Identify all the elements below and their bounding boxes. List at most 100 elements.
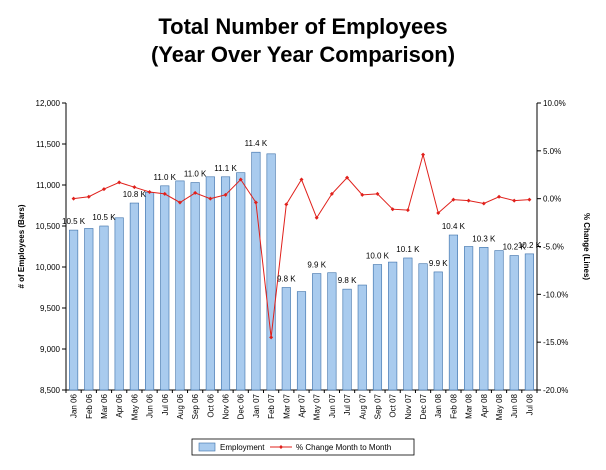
pct-change-point [329, 191, 334, 196]
x-axis-tick-label: May 06 [130, 393, 139, 420]
left-axis-tick-label: 10,000 [36, 263, 61, 272]
bar [388, 261, 398, 391]
left-axis-tick-label: 9,000 [40, 345, 61, 354]
pct-change-point [481, 201, 486, 206]
bar [205, 176, 215, 391]
bar [281, 287, 291, 391]
pct-change-point [421, 152, 426, 157]
x-axis-tick-label: Apr 08 [480, 393, 489, 417]
bar-data-label: 10.2 K [503, 243, 527, 252]
legend-swatch-pct-change-marker [279, 445, 283, 449]
left-axis-title: # of Employees (Bars) [17, 204, 26, 288]
x-axis-tick-label: Jan 08 [434, 393, 443, 418]
bar [84, 228, 94, 391]
bar [145, 192, 155, 391]
bar-data-label: 10.5 K [92, 213, 116, 222]
bar-data-label: 10.4 K [442, 222, 466, 231]
x-axis-tick-label: Jun 07 [328, 393, 337, 418]
x-axis-tick-label: Apr 07 [298, 393, 307, 417]
x-axis-tick-label: Apr 06 [115, 393, 124, 417]
bar [160, 185, 170, 391]
x-axis-tick-label: Jan 06 [70, 393, 79, 418]
x-axis-tick-label: Sep 06 [191, 393, 200, 419]
bar [342, 288, 352, 391]
x-axis-tick-label: Feb 06 [85, 393, 94, 418]
x-axis-tick-label: Dec 06 [237, 393, 246, 419]
bar [448, 234, 458, 391]
pct-change-point [147, 189, 152, 194]
legend-swatch-employment [198, 442, 216, 452]
bar [175, 180, 185, 391]
x-axis-tick-label: Mar 07 [282, 393, 291, 418]
pct-change-point [177, 200, 182, 205]
bar [464, 246, 474, 391]
x-axis-tick-label: Jun 08 [510, 393, 519, 418]
x-axis-tick-label: Oct 07 [389, 393, 398, 417]
x-axis-tick-label: Jul 08 [525, 393, 534, 415]
pct-change-point [86, 194, 91, 199]
bar [236, 172, 246, 391]
x-axis-tick-label: Jul 07 [343, 393, 352, 415]
bar [69, 229, 79, 391]
bar [251, 151, 261, 391]
chart-subtitle: (Year Over Year Comparison) [150, 42, 456, 67]
bar [509, 255, 519, 391]
pct-change-point [497, 194, 502, 199]
right-axis-tick-label: 0.0% [543, 195, 561, 204]
bar [266, 153, 276, 391]
bar [296, 291, 307, 391]
bar-data-label: 10.2 K [518, 241, 542, 250]
pct-change-point [375, 191, 380, 196]
pct-change-point [405, 208, 410, 213]
x-axis-tick-label: Aug 06 [176, 393, 185, 419]
x-axis-tick-label: Jul 06 [161, 393, 170, 415]
bar [479, 247, 489, 391]
bar-data-label: 10.1 K [396, 245, 420, 254]
legend-label-employment: Employment [220, 443, 265, 452]
right-axis-tick-label: -10.0% [543, 290, 568, 299]
pct-change-point [253, 200, 258, 205]
bar [99, 225, 109, 391]
pct-change-point [238, 177, 243, 182]
bar-data-label: 10.3 K [472, 234, 496, 243]
legend-label-pct-change: % Change Month to Month [296, 443, 391, 452]
right-axis-tick-label: -15.0% [543, 338, 568, 347]
pct-change-point [345, 175, 350, 180]
pct-change-point [208, 196, 213, 201]
x-axis-tick-label: Sep 07 [373, 393, 382, 419]
bar [312, 273, 322, 391]
x-axis-tick-label: Jun 06 [146, 393, 155, 418]
bar [403, 257, 413, 391]
pct-change-point [360, 192, 365, 197]
left-axis-tick-label: 10,500 [36, 222, 61, 231]
x-axis-tick-label: Mar 06 [100, 393, 109, 418]
bar [357, 284, 367, 391]
bar [220, 176, 231, 391]
bar-data-label: 9.9 K [307, 261, 326, 270]
left-axis-tick-label: 11,500 [36, 140, 60, 149]
x-axis-tick-label: Jan 07 [252, 393, 261, 418]
pct-change-point [299, 177, 304, 182]
pct-change-point [284, 202, 289, 207]
x-axis-tick-label: Oct 06 [206, 393, 215, 417]
pct-change-point [466, 198, 471, 203]
legend-box [191, 438, 415, 456]
right-axis-tick-label: 5.0% [543, 147, 561, 156]
x-axis-tick-label: Feb 08 [449, 393, 458, 418]
bar-data-label: 9.8 K [338, 276, 357, 285]
left-axis-tick-label: 8,500 [40, 386, 61, 395]
left-axis-tick-label: 11,000 [36, 181, 60, 190]
bar [327, 272, 337, 391]
pct-change-point [436, 211, 441, 216]
chart-title: Total Number of Employees [158, 14, 448, 39]
x-axis-tick-label: May 07 [313, 393, 322, 420]
pct-change-point [390, 207, 395, 212]
x-axis-tick-label: May 08 [495, 393, 504, 420]
bar [433, 271, 443, 391]
bar-data-label: 11.0 K [184, 170, 207, 179]
bar-data-label: 11.1 K [214, 164, 237, 173]
bar-data-label: 9.8 K [277, 275, 296, 284]
x-axis-tick-label: Mar 08 [465, 393, 474, 418]
pct-change-point [101, 187, 106, 192]
